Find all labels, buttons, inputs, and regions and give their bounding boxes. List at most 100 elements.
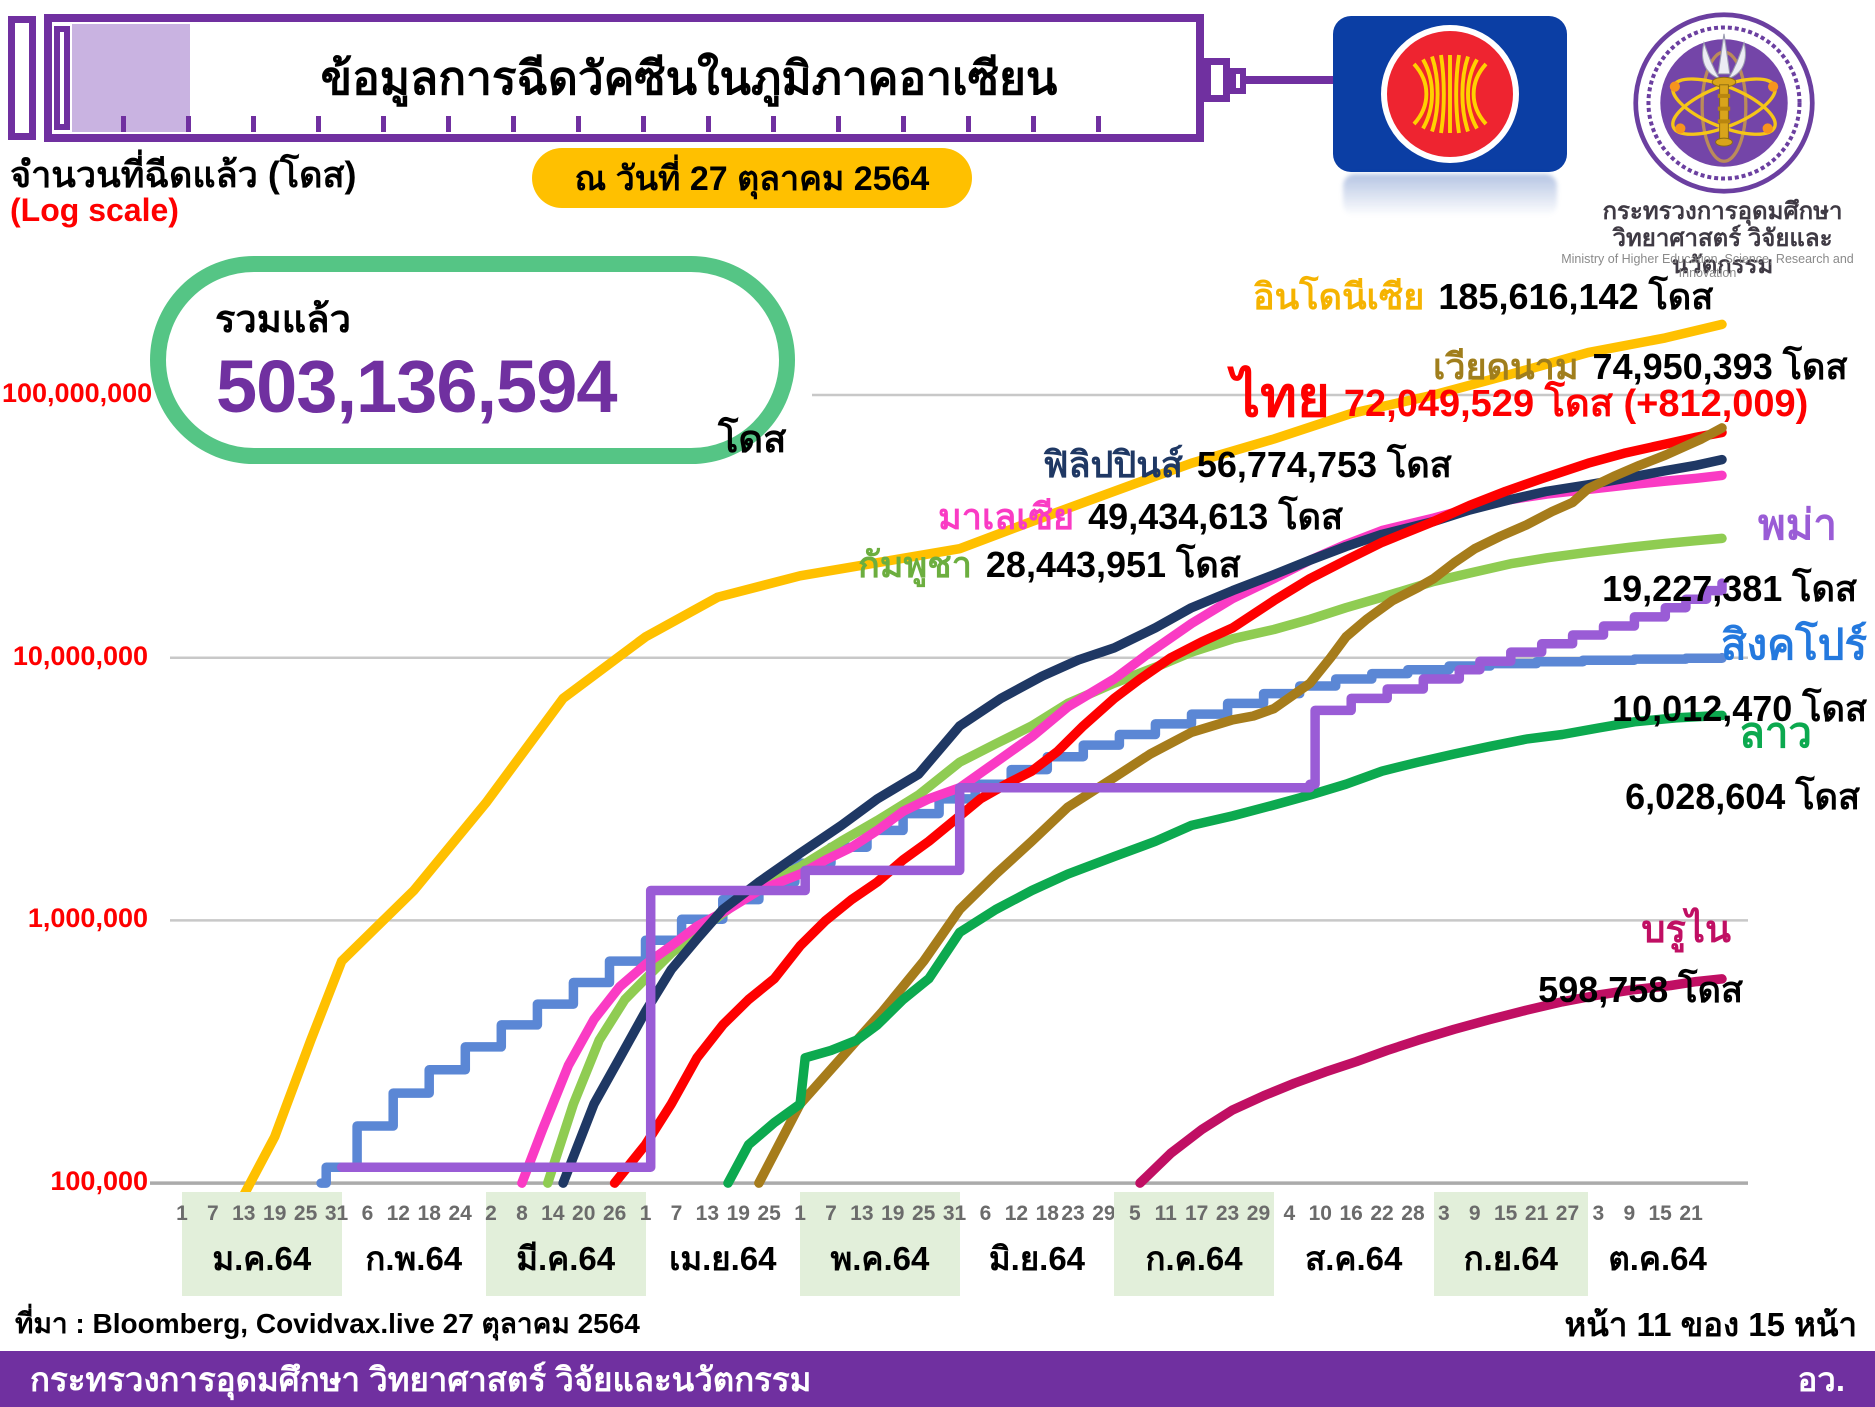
line-philippines [558, 454, 1727, 1188]
syringe-tick-4 [381, 116, 386, 132]
month-highlight-4 [800, 1192, 960, 1296]
ministry-seal-icon [1633, 12, 1815, 194]
footer-bar: กระทรวงการอุดมศึกษา วิทยาศาสตร์ วิจัยและ… [0, 1351, 1875, 1407]
line-thailand [609, 427, 1727, 1188]
asean-logo [1333, 16, 1567, 172]
ytick-100000: 100,000 [50, 1166, 148, 1196]
day-tick-0-13: 13 [232, 1202, 256, 1225]
month-label-8: ก.ย.64 [1463, 1240, 1559, 1277]
series-value-indonesia: 185,616,142 โดส [1438, 276, 1714, 317]
page-number: หน้า 11 ของ 15 หน้า [1564, 1306, 1857, 1343]
day-tick-9-15: 15 [1648, 1202, 1672, 1225]
day-tick-3-25: 25 [757, 1202, 781, 1225]
line-vietnam [754, 423, 1727, 1188]
day-tick-2-14: 14 [541, 1202, 565, 1225]
ytick-100000000: 100,000,000 [2, 378, 153, 408]
syringe-tick-1 [186, 116, 191, 132]
series-value-cambodia: 28,443,951 โดส [985, 544, 1241, 585]
day-tick-7-22: 22 [1370, 1202, 1394, 1225]
day-tick-0-31: 31 [324, 1202, 349, 1225]
day-tick-0-7: 7 [207, 1202, 219, 1225]
day-tick-7-4: 4 [1283, 1202, 1296, 1225]
total-unit: โดส [718, 419, 787, 461]
day-tick-7-10: 10 [1308, 1202, 1332, 1225]
series-label-malaysia: มาเลเซีย 49,434,613 โดส [938, 488, 1343, 545]
syringe-nozzle-icon [1204, 58, 1230, 102]
series-name-thailand: ไทย [1232, 365, 1330, 428]
month-label-4: พ.ค.64 [830, 1240, 930, 1277]
syringe-tick-12 [901, 116, 906, 132]
month-label-1: ก.พ.64 [365, 1240, 463, 1277]
series-label-vietnam: เวียดนาม 74,950,393 โดส [1433, 338, 1847, 395]
y-axis-title: จำนวนที่ฉีดแล้ว (โดส) [10, 154, 357, 195]
ministry-name-line1: กระทรวงการอุดมศึกษา [1602, 198, 1843, 225]
month-label-6: ก.ค.64 [1145, 1240, 1243, 1277]
log-scale-note: (Log scale) [10, 192, 179, 228]
month-label-2: มี.ค.64 [516, 1240, 616, 1277]
day-tick-4-19: 19 [881, 1202, 905, 1225]
asean-logo-reflection [1343, 174, 1557, 216]
ministry-name-line2: วิทยาศาสตร์ วิจัยและนวัตกรรม [1612, 225, 1833, 279]
month-label-3: เม.ย.64 [669, 1240, 777, 1277]
line-indonesia [239, 319, 1727, 1200]
syringe-tick-6 [511, 116, 516, 132]
month-highlight-2 [485, 1192, 646, 1296]
page-title: ข้อมูลการฉีดวัคซีนในภูมิภาคอาเซียน [320, 51, 1058, 104]
series-value-laos: 6,028,604 โดส [1625, 776, 1860, 817]
day-tick-5-12: 12 [1004, 1202, 1029, 1225]
day-tick-8-3: 3 [1438, 1202, 1450, 1225]
syringe-fill-icon [72, 24, 190, 132]
asean-emblem-icon [1381, 25, 1519, 163]
series-label-philippines: ฟิลิปปินส์ 56,774,753 โดส [1043, 436, 1452, 493]
line-brunei [1135, 974, 1727, 1188]
ministry-logo [1633, 12, 1815, 194]
series-value-philippines: 56,774,753 โดส [1196, 444, 1452, 485]
day-tick-0-25: 25 [293, 1202, 318, 1225]
day-tick-8-9: 9 [1468, 1202, 1481, 1225]
series-value-vietnam: 74,950,393 โดส [1592, 346, 1848, 387]
day-tick-4-25: 25 [911, 1202, 936, 1225]
series-label-indonesia: อินโดนีเซีย 185,616,142 โดส [1253, 268, 1713, 325]
day-tick-4-7: 7 [825, 1202, 837, 1225]
day-tick-8-21: 21 [1524, 1202, 1549, 1225]
series-name-malaysia: มาเลเซีย [938, 496, 1075, 537]
syringe-nozzle-tip-icon [1230, 68, 1246, 94]
total-label: รวมแล้ว [215, 299, 351, 341]
series-value-brunei: 598,758 โดส [1538, 969, 1743, 1010]
day-tick-4-1: 1 [794, 1202, 806, 1225]
day-tick-9-9: 9 [1623, 1202, 1636, 1225]
syringe-tick-11 [836, 116, 841, 132]
syringe-tick-2 [251, 116, 256, 132]
month-label-7: ส.ค.64 [1305, 1240, 1403, 1277]
series-label-myanmar: พม่า 19,227,381 โดส [1602, 492, 1857, 617]
as-of-date-badge: ณ วันที่ 27 ตุลาคม 2564 [532, 148, 972, 208]
day-tick-9-21: 21 [1679, 1202, 1703, 1225]
series-value-singapore: 10,012,470 โดส [1612, 688, 1867, 729]
day-tick-2-26: 26 [602, 1202, 627, 1225]
footer-ministry-text: กระทรวงการอุดมศึกษา วิทยาศาสตร์ วิจัยและ… [30, 1360, 812, 1398]
series-label-thailand: ไทย 72,049,529 โดส (+812,009) [1232, 352, 1808, 441]
source-note: ที่มา : Bloomberg, Covidvax.live 27 ตุลา… [15, 1308, 640, 1339]
series-value-thailand: 72,049,529 โดส (+812,009) [1343, 383, 1809, 425]
day-tick-1-6: 6 [361, 1202, 374, 1225]
series-name-cambodia: กัมพูชา [858, 544, 972, 585]
day-tick-6-11: 11 [1154, 1202, 1177, 1225]
month-label-5: มิ.ย.64 [988, 1240, 1086, 1277]
day-tick-5-6: 6 [979, 1202, 992, 1225]
day-tick-1-18: 18 [417, 1202, 441, 1225]
series-name-philippines: ฟิลิปปินส์ [1043, 444, 1183, 485]
day-tick-6-23: 23 [1215, 1202, 1240, 1225]
day-tick-6-17: 17 [1184, 1202, 1209, 1225]
day-tick-3-13: 13 [695, 1202, 720, 1225]
series-value-malaysia: 49,434,613 โดส [1088, 496, 1344, 537]
day-tick-5-23: 23 [1061, 1202, 1085, 1225]
syringe-tick-3 [316, 116, 321, 132]
day-tick-4-13: 13 [850, 1202, 874, 1225]
ytick-10000000: 10,000,000 [12, 641, 148, 671]
syringe-tick-10 [771, 116, 776, 132]
syringe-tick-13 [966, 116, 971, 132]
month-highlight-0 [182, 1192, 342, 1296]
month-highlight-8 [1433, 1192, 1589, 1296]
